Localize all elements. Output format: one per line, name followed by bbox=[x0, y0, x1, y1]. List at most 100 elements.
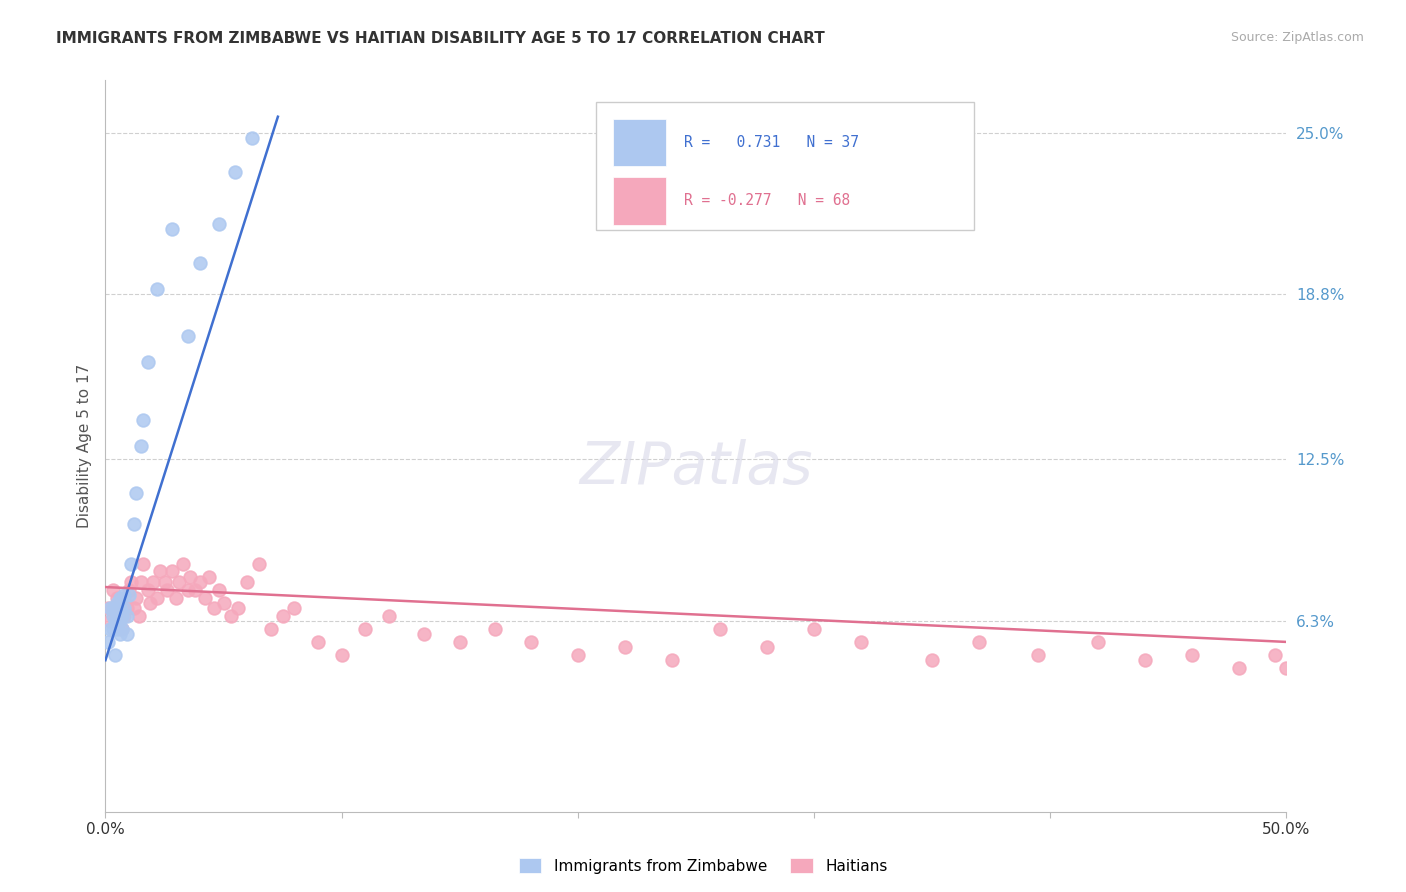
Point bbox=[260, 622, 283, 636]
Point bbox=[98, 601, 121, 615]
Point bbox=[755, 640, 778, 655]
Point bbox=[202, 601, 225, 615]
Point bbox=[120, 574, 142, 589]
Text: R =   0.731   N = 37: R = 0.731 N = 37 bbox=[685, 135, 859, 150]
Point bbox=[97, 601, 120, 615]
Point bbox=[803, 622, 825, 636]
Point bbox=[118, 582, 141, 597]
Text: ZIPatlas: ZIPatlas bbox=[579, 440, 813, 497]
Point bbox=[160, 565, 183, 579]
Point bbox=[188, 256, 211, 270]
Point bbox=[969, 635, 991, 649]
Point bbox=[226, 601, 249, 615]
Point bbox=[1227, 661, 1250, 675]
Point bbox=[112, 588, 135, 602]
Point bbox=[101, 608, 124, 623]
Point bbox=[354, 622, 377, 636]
Point bbox=[188, 574, 211, 589]
Point bbox=[1264, 648, 1286, 662]
Point bbox=[146, 282, 169, 296]
Point bbox=[104, 601, 127, 615]
Point bbox=[105, 614, 128, 628]
FancyBboxPatch shape bbox=[596, 103, 973, 230]
Point bbox=[709, 622, 731, 636]
Point bbox=[208, 217, 231, 231]
Point bbox=[146, 591, 169, 605]
Point bbox=[139, 596, 162, 610]
Point bbox=[165, 591, 187, 605]
Point bbox=[108, 596, 131, 610]
Point bbox=[108, 601, 131, 615]
Point bbox=[112, 608, 135, 623]
Point bbox=[1181, 648, 1204, 662]
Point bbox=[122, 517, 145, 532]
Point bbox=[167, 574, 190, 589]
Point bbox=[567, 648, 589, 662]
Point bbox=[156, 582, 179, 597]
Point bbox=[105, 596, 128, 610]
Legend: Immigrants from Zimbabwe, Haitians: Immigrants from Zimbabwe, Haitians bbox=[512, 852, 894, 880]
Point bbox=[661, 653, 683, 667]
Point bbox=[149, 565, 172, 579]
Point bbox=[219, 608, 242, 623]
Point bbox=[108, 627, 131, 641]
Point bbox=[111, 608, 134, 623]
Point bbox=[105, 622, 128, 636]
Point bbox=[413, 627, 436, 641]
Point bbox=[115, 627, 138, 641]
Point bbox=[449, 635, 471, 649]
Point bbox=[122, 601, 145, 615]
Point bbox=[98, 622, 121, 636]
Point bbox=[184, 582, 207, 597]
Point bbox=[283, 601, 305, 615]
Point bbox=[118, 588, 141, 602]
Point bbox=[108, 614, 131, 628]
Text: Source: ZipAtlas.com: Source: ZipAtlas.com bbox=[1230, 31, 1364, 45]
Point bbox=[851, 635, 873, 649]
Point bbox=[104, 648, 127, 662]
Point bbox=[115, 601, 138, 615]
Point bbox=[105, 608, 128, 623]
Point bbox=[115, 608, 138, 623]
Point bbox=[142, 574, 165, 589]
Point bbox=[132, 413, 155, 427]
Point bbox=[104, 601, 127, 615]
Point bbox=[172, 557, 194, 571]
Point bbox=[136, 582, 159, 597]
Point bbox=[240, 130, 263, 145]
Point bbox=[120, 557, 142, 571]
Point bbox=[484, 622, 506, 636]
Point bbox=[224, 165, 246, 179]
Point bbox=[330, 648, 353, 662]
Point bbox=[247, 557, 270, 571]
Point bbox=[208, 582, 231, 597]
Point bbox=[136, 355, 159, 369]
Point bbox=[177, 329, 200, 343]
Text: IMMIGRANTS FROM ZIMBABWE VS HAITIAN DISABILITY AGE 5 TO 17 CORRELATION CHART: IMMIGRANTS FROM ZIMBABWE VS HAITIAN DISA… bbox=[56, 31, 825, 46]
Point bbox=[101, 622, 124, 636]
Point bbox=[129, 439, 152, 453]
Point bbox=[101, 601, 124, 615]
Point bbox=[236, 574, 259, 589]
Point bbox=[105, 591, 128, 605]
Point bbox=[307, 635, 329, 649]
Y-axis label: Disability Age 5 to 17: Disability Age 5 to 17 bbox=[76, 364, 91, 528]
Point bbox=[614, 640, 637, 655]
Point bbox=[271, 608, 294, 623]
Point bbox=[1133, 653, 1156, 667]
Point bbox=[108, 591, 131, 605]
Point bbox=[101, 582, 124, 597]
Point bbox=[128, 608, 150, 623]
Text: R = -0.277   N = 68: R = -0.277 N = 68 bbox=[685, 194, 851, 209]
Point bbox=[194, 591, 217, 605]
Point bbox=[1275, 661, 1298, 675]
Point bbox=[212, 596, 235, 610]
Point bbox=[129, 574, 152, 589]
Point bbox=[921, 653, 943, 667]
Point bbox=[112, 601, 135, 615]
FancyBboxPatch shape bbox=[613, 178, 666, 225]
Point bbox=[179, 569, 201, 583]
Point bbox=[160, 222, 183, 236]
Point bbox=[98, 614, 121, 628]
Point bbox=[1087, 635, 1109, 649]
